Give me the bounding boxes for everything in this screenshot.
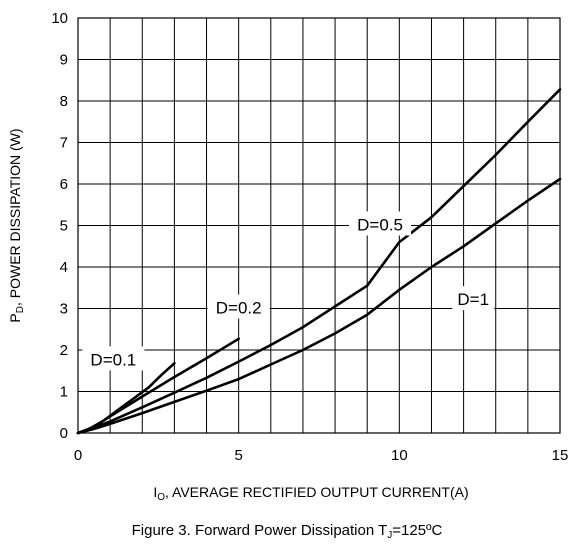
curve-label: D=0.5 xyxy=(357,216,403,235)
y-tick-label: 5 xyxy=(60,218,68,235)
chart-axis-titles: IO, AVERAGE RECTIFIED OUTPUT CURRENT(A) P… xyxy=(7,128,469,541)
y-tick-label: 7 xyxy=(60,135,68,152)
x-tick-label: 10 xyxy=(391,447,408,464)
x-tick-label: 5 xyxy=(234,447,242,464)
curve-label: D=0.1 xyxy=(90,350,136,369)
curve-label: D=1 xyxy=(457,290,489,309)
plot-frame xyxy=(77,17,561,434)
x-tick-label: 0 xyxy=(74,447,82,464)
x-tick-label: 15 xyxy=(552,447,569,464)
y-tick-label: 8 xyxy=(60,93,68,110)
y-tick-label: 6 xyxy=(60,176,68,193)
curve-label-background xyxy=(349,211,412,236)
x-axis-title: IO, AVERAGE RECTIFIED OUTPUT CURRENT(A) xyxy=(153,484,468,503)
curve-label-background xyxy=(452,286,495,311)
y-tick-label: 9 xyxy=(60,52,68,69)
curve-label-background xyxy=(82,346,145,371)
y-tick-label: 0 xyxy=(60,425,68,442)
y-tick-label: 2 xyxy=(60,342,68,359)
y-tick-label: 4 xyxy=(60,259,68,276)
chart-curves xyxy=(76,88,562,435)
y-axis-title: PD, POWER DISSIPATION (W) xyxy=(7,128,26,322)
curve-label: D=0.2 xyxy=(216,299,262,318)
curve-label-background xyxy=(207,294,270,319)
figure-caption: Figure 3. Forward Power Dissipation TJ=1… xyxy=(132,522,443,541)
chart-tick-labels: 0 5 10 15 0 1 2 3 4 5 6 7 8 9 10 xyxy=(51,10,568,464)
y-tick-label: 10 xyxy=(51,10,68,27)
series-line-D=1 xyxy=(76,177,562,435)
chart-curve-labels: D=0.1 D=0.2 D=0.5 D=1 xyxy=(82,211,495,371)
y-tick-label: 3 xyxy=(60,301,68,318)
series-line-D=0.5 xyxy=(76,88,562,435)
y-tick-label: 1 xyxy=(60,384,68,401)
chart-grid xyxy=(77,17,561,434)
